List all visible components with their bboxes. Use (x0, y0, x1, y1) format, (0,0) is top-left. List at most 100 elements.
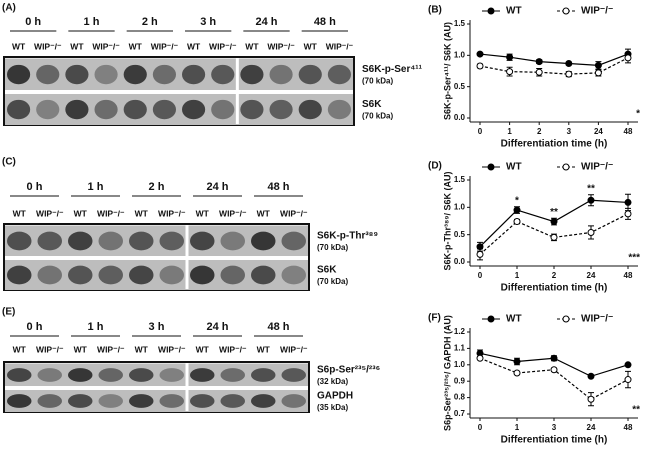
lane-label: WT (257, 344, 271, 354)
time-label: 2 h (149, 181, 165, 193)
data-point (550, 354, 558, 362)
blot-band (159, 265, 184, 285)
lane-label: WIP⁻/⁻ (280, 344, 308, 354)
x-axis-title: Differentiation time (h) (501, 139, 608, 150)
data-point (587, 196, 595, 204)
blot-band (98, 394, 123, 408)
lane-label: WT (12, 41, 26, 51)
blot-band (281, 231, 306, 251)
blot-band (7, 231, 32, 251)
series-line (479, 53, 629, 66)
blot-band (123, 99, 147, 120)
panel-label: (F) (428, 313, 441, 324)
blot-band (129, 265, 154, 285)
data-point (513, 206, 521, 214)
legend-marker (487, 163, 495, 171)
blot-band (251, 368, 276, 382)
y-tick-label: 1.2 (454, 327, 466, 336)
lane-label: WT (70, 41, 84, 51)
y-tick-label: 1.5 (454, 19, 466, 28)
row-kda: (70 kDa) (317, 243, 348, 252)
lane-label: WT (13, 344, 27, 354)
legend-label: WT (506, 6, 522, 17)
blot-band (68, 368, 93, 382)
data-point (476, 62, 484, 70)
blot-band (37, 394, 62, 408)
blot-band (281, 368, 306, 382)
blot-band (65, 99, 89, 120)
lane-label: WIP⁻/⁻ (36, 344, 64, 354)
x-tick-label: 3 (567, 127, 572, 136)
blot-band (36, 99, 60, 120)
data-point (550, 233, 558, 241)
x-tick-label: 48 (624, 423, 633, 432)
row-kda: (32 kDa) (317, 377, 348, 386)
blot-band (220, 231, 245, 251)
y-tick-label: 1.1 (454, 344, 466, 353)
time-label: 24 h (255, 16, 277, 28)
blot-band (190, 394, 215, 408)
blot-band (251, 394, 276, 408)
time-label: 24 h (206, 181, 228, 193)
data-point (594, 69, 602, 77)
blot-band (327, 99, 351, 120)
time-label: 48 h (267, 321, 289, 333)
blot-band (37, 231, 62, 251)
data-point (476, 50, 484, 58)
lane-label: WIP⁻/⁻ (326, 41, 354, 51)
data-point (624, 198, 632, 206)
lane-label: WT (129, 41, 143, 51)
lane-label: WT (13, 208, 27, 218)
annotation: ** (632, 405, 640, 416)
data-point (624, 361, 632, 369)
data-point (624, 376, 632, 384)
lane-label: WT (187, 41, 201, 51)
legend-label: WT (506, 314, 522, 325)
time-label: 3 h (149, 321, 165, 333)
data-point (506, 53, 514, 61)
time-label: 48 h (314, 16, 336, 28)
data-point (535, 58, 543, 66)
blot-strip (5, 59, 353, 90)
blot-band (68, 265, 93, 285)
blot-band (7, 99, 31, 120)
time-label: 0 h (25, 16, 41, 28)
data-point (550, 218, 558, 226)
blot-band (68, 394, 93, 408)
x-tick-label: 24 (587, 271, 596, 280)
blot-band (182, 99, 206, 120)
blot-band (37, 265, 62, 285)
panel-label: (A) (2, 3, 16, 14)
blot-band (281, 394, 306, 408)
blot-divider (5, 386, 308, 390)
x-axis-title: Differentiation time (h) (501, 435, 608, 446)
x-axis-title: Differentiation time (h) (501, 283, 608, 294)
blot-band (240, 64, 264, 85)
blot-band (68, 231, 93, 251)
y-tick-label: 1.5 (454, 175, 466, 184)
annotation: * (636, 109, 640, 120)
annotation: ** (550, 207, 558, 218)
lane-label: WT (196, 208, 210, 218)
blot-band (220, 265, 245, 285)
panel-label: (B) (428, 5, 442, 16)
x-tick-label: 48 (624, 127, 633, 136)
row-label: S6p-Ser²³⁵/²³⁶ (317, 365, 380, 376)
blot-band (7, 265, 32, 285)
series-line (479, 357, 629, 400)
row-kda: (70 kDa) (317, 277, 348, 286)
legend-label: WIP⁻/⁻ (581, 314, 613, 325)
time-label: 48 h (267, 181, 289, 193)
time-label: 24 h (206, 321, 228, 333)
annotation: * (515, 195, 519, 206)
lane-label: WIP⁻/⁻ (209, 41, 237, 51)
y-axis-title: S6K-p-Ser⁴¹¹/ S6K (AU) (442, 22, 452, 120)
legend-marker (562, 7, 570, 15)
panel-label: (E) (2, 307, 15, 318)
row-kda: (35 kDa) (317, 403, 348, 412)
data-point (550, 366, 558, 374)
blot-strip (5, 94, 353, 125)
blot-band (327, 64, 351, 85)
lane-label: WIP⁻/⁻ (92, 41, 120, 51)
row-label: S6K-p-Thr³⁸⁹ (317, 231, 378, 242)
